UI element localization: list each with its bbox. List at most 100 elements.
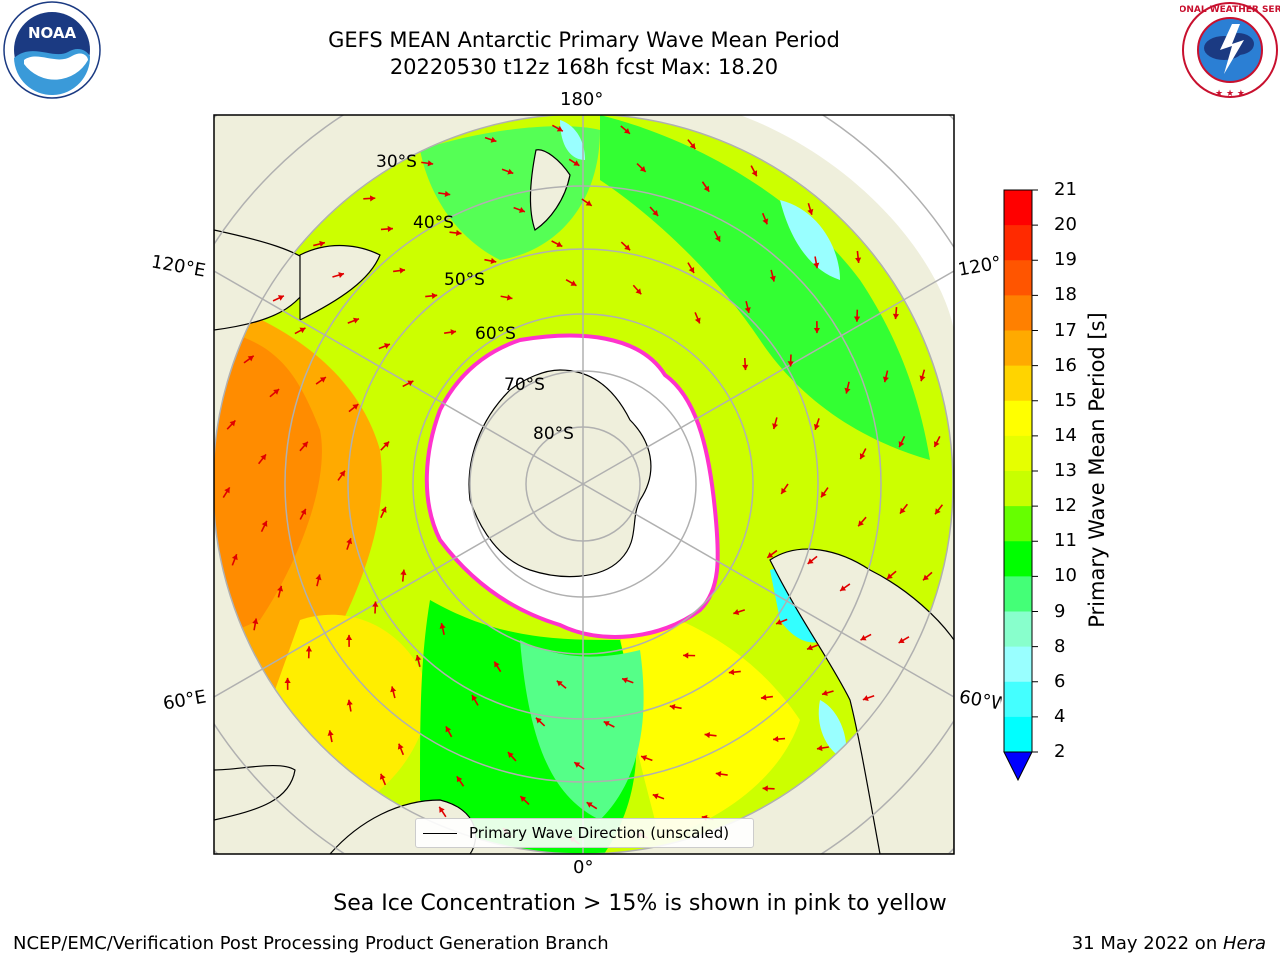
wave-arrow-head [840, 585, 847, 591]
wave-arrow-head [855, 257, 862, 263]
wave-arrow-head [639, 166, 646, 172]
noaa-logo-text: NOAA [28, 24, 77, 42]
wave-arrow-head [369, 195, 376, 202]
wave-arrow-head [407, 380, 414, 387]
wave-arrow-head [535, 717, 542, 724]
lat-label-60s: 60°S [475, 324, 516, 344]
colorbar-extend-triangle [1003, 751, 1033, 782]
wave-arrow-head [506, 294, 513, 301]
wave-arrow-head [573, 160, 580, 166]
wave-arrow-head [399, 267, 406, 274]
colorbar-tick-label: 17 [1054, 319, 1077, 341]
wave-arrow-head [807, 644, 813, 651]
longitude-grid [214, 115, 954, 854]
wave-arrow-head [260, 454, 267, 461]
wave-arrow-head [781, 487, 787, 494]
wave-arrow-head [372, 601, 379, 607]
colorbar-segment [1004, 576, 1032, 612]
wave-arrow-head [935, 508, 941, 515]
colorbar-segment [1004, 365, 1032, 402]
wave-arrow-head [652, 793, 659, 800]
wave-arrow-head [688, 266, 695, 273]
wave-arrow-head [444, 190, 451, 197]
colorbar-segment [1004, 646, 1032, 683]
credit-branch: NCEP/EMC/Verification Post Processing Pr… [13, 933, 609, 954]
wave-arrow-head [773, 735, 779, 743]
wave-arrow-head [224, 487, 230, 494]
wave-arrow-head [813, 423, 820, 430]
lat-label-50s: 50°S [444, 270, 485, 290]
colorbar-segment [1004, 471, 1032, 507]
wave-arrow-head [683, 652, 689, 659]
wave-arrow-head [742, 364, 749, 371]
wave-arrow-head [305, 646, 313, 652]
wave-arrow-head [703, 185, 710, 192]
wave-direction-arrows [222, 124, 944, 845]
lat-label-70s: 70°S [504, 375, 545, 395]
wave-arrow-head [744, 307, 751, 313]
wave-arrow-head [776, 619, 782, 625]
wave-arrow-head [471, 695, 478, 702]
wave-arrow-head [807, 558, 814, 564]
lon-label-top: 180° [560, 89, 604, 110]
wave-arrow-head [772, 423, 779, 430]
lon-label-bottom: 0° [573, 857, 594, 878]
lat-label-80s: 80°S [533, 424, 574, 444]
wave-arrow-head [635, 288, 642, 295]
wave-arrow-head [439, 806, 445, 813]
wave-arrow-head [319, 377, 326, 383]
wave-arrow-head [397, 743, 404, 750]
colorbar-segment [1004, 716, 1032, 753]
wave-arrow-head [728, 669, 735, 676]
wave-arrow-head [733, 609, 740, 615]
wave-arrow-head [346, 699, 353, 706]
nws-logo-text: NATIONAL WEATHER SERVICE [1180, 5, 1280, 15]
colorbar-tick-label: 4 [1054, 705, 1066, 727]
wave-field-green-north [600, 115, 930, 460]
wave-arrow-head [807, 208, 814, 215]
wave-arrow-head [816, 744, 823, 752]
wave-arrow-head [760, 694, 767, 701]
wave-arrow-head [689, 143, 696, 149]
colorbar-tick-label: 19 [1054, 249, 1077, 271]
wave-arrow-head [751, 170, 758, 177]
wave-arrow-head [507, 752, 514, 758]
wave-arrow-head [302, 441, 308, 448]
wave-arrow-head [669, 703, 676, 711]
wave-arrow-head [380, 506, 387, 513]
legend-line-swatch [423, 832, 457, 834]
wave-arrow-head [379, 773, 386, 780]
wave-arrow-head [762, 785, 768, 792]
lat-label-40s: 40°S [413, 213, 454, 233]
wave-arrow-head [822, 689, 828, 696]
wave-arrow-head [319, 240, 325, 247]
wave-arrow-head [762, 218, 769, 225]
wave-arrow-head [284, 677, 291, 684]
colorbar-tick-label: 9 [1054, 600, 1066, 622]
colorbar-tick-label: 13 [1054, 460, 1077, 481]
chart-title: GEFS MEAN Antarctic Primary Wave Mean Pe… [328, 28, 840, 52]
colorbar-label: Primary Wave Mean Period [s] [1085, 312, 1109, 628]
wave-arrow-head [338, 272, 344, 279]
wave-arrow-head [383, 441, 390, 448]
colorbar-segment [1004, 400, 1032, 437]
wave-arrow-head [400, 569, 407, 576]
wave-arrow-head [455, 229, 462, 237]
wave-arrow-head [586, 802, 593, 808]
wave-arrow-head [345, 634, 353, 641]
wave-arrow-head [520, 796, 527, 802]
wave-arrow-head [821, 491, 827, 498]
wave-arrow-head [603, 721, 610, 727]
wave-arrow-head [450, 329, 457, 336]
antarctica [468, 369, 652, 578]
colorbar-segment [1004, 541, 1032, 577]
wave-arrow-head [439, 623, 446, 629]
wave-arrow-head [715, 771, 722, 778]
wave-arrow-head [622, 677, 628, 684]
wave-arrow-head [858, 520, 864, 527]
colorbar-tick-label: 10 [1054, 565, 1077, 587]
wave-arrow-head [229, 420, 236, 427]
wave-arrow-head [933, 441, 940, 448]
colorbar-segment [1004, 260, 1032, 296]
colorbar-tick-label: 20 [1054, 214, 1077, 236]
